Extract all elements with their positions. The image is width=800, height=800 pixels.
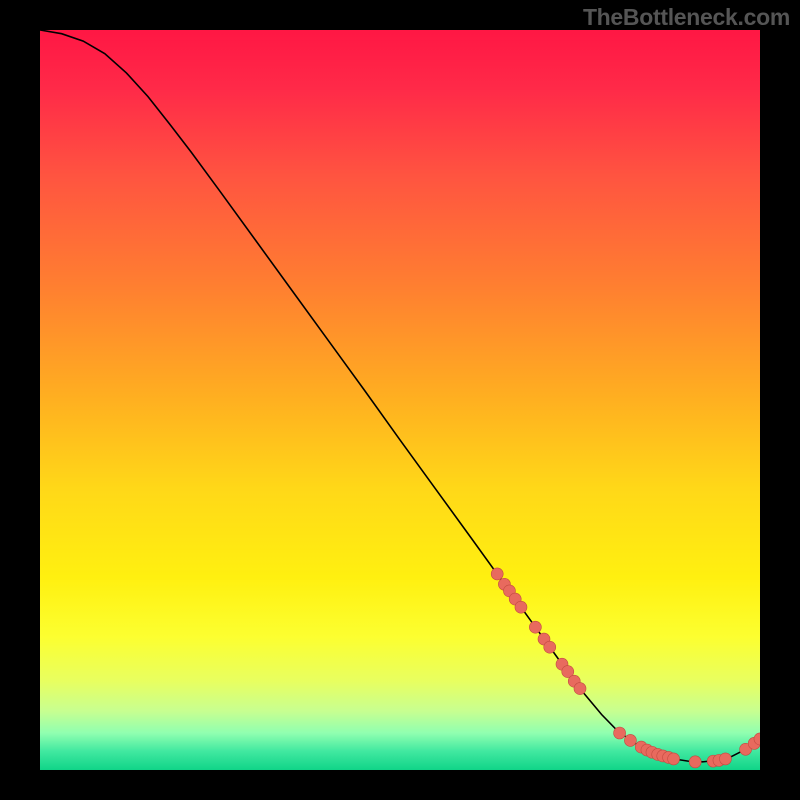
data-marker	[515, 601, 527, 613]
data-marker	[719, 753, 731, 765]
bottleneck-curve	[40, 30, 760, 762]
data-marker	[614, 727, 626, 739]
data-marker	[574, 683, 586, 695]
data-marker	[689, 756, 701, 768]
data-marker	[529, 621, 541, 633]
chart-overlay	[40, 30, 760, 770]
data-markers	[491, 568, 760, 768]
data-marker	[491, 568, 503, 580]
watermark-text: TheBottleneck.com	[583, 4, 790, 31]
chart-plot-area	[40, 30, 760, 770]
data-marker	[624, 734, 636, 746]
data-marker	[668, 753, 680, 765]
data-marker	[544, 641, 556, 653]
